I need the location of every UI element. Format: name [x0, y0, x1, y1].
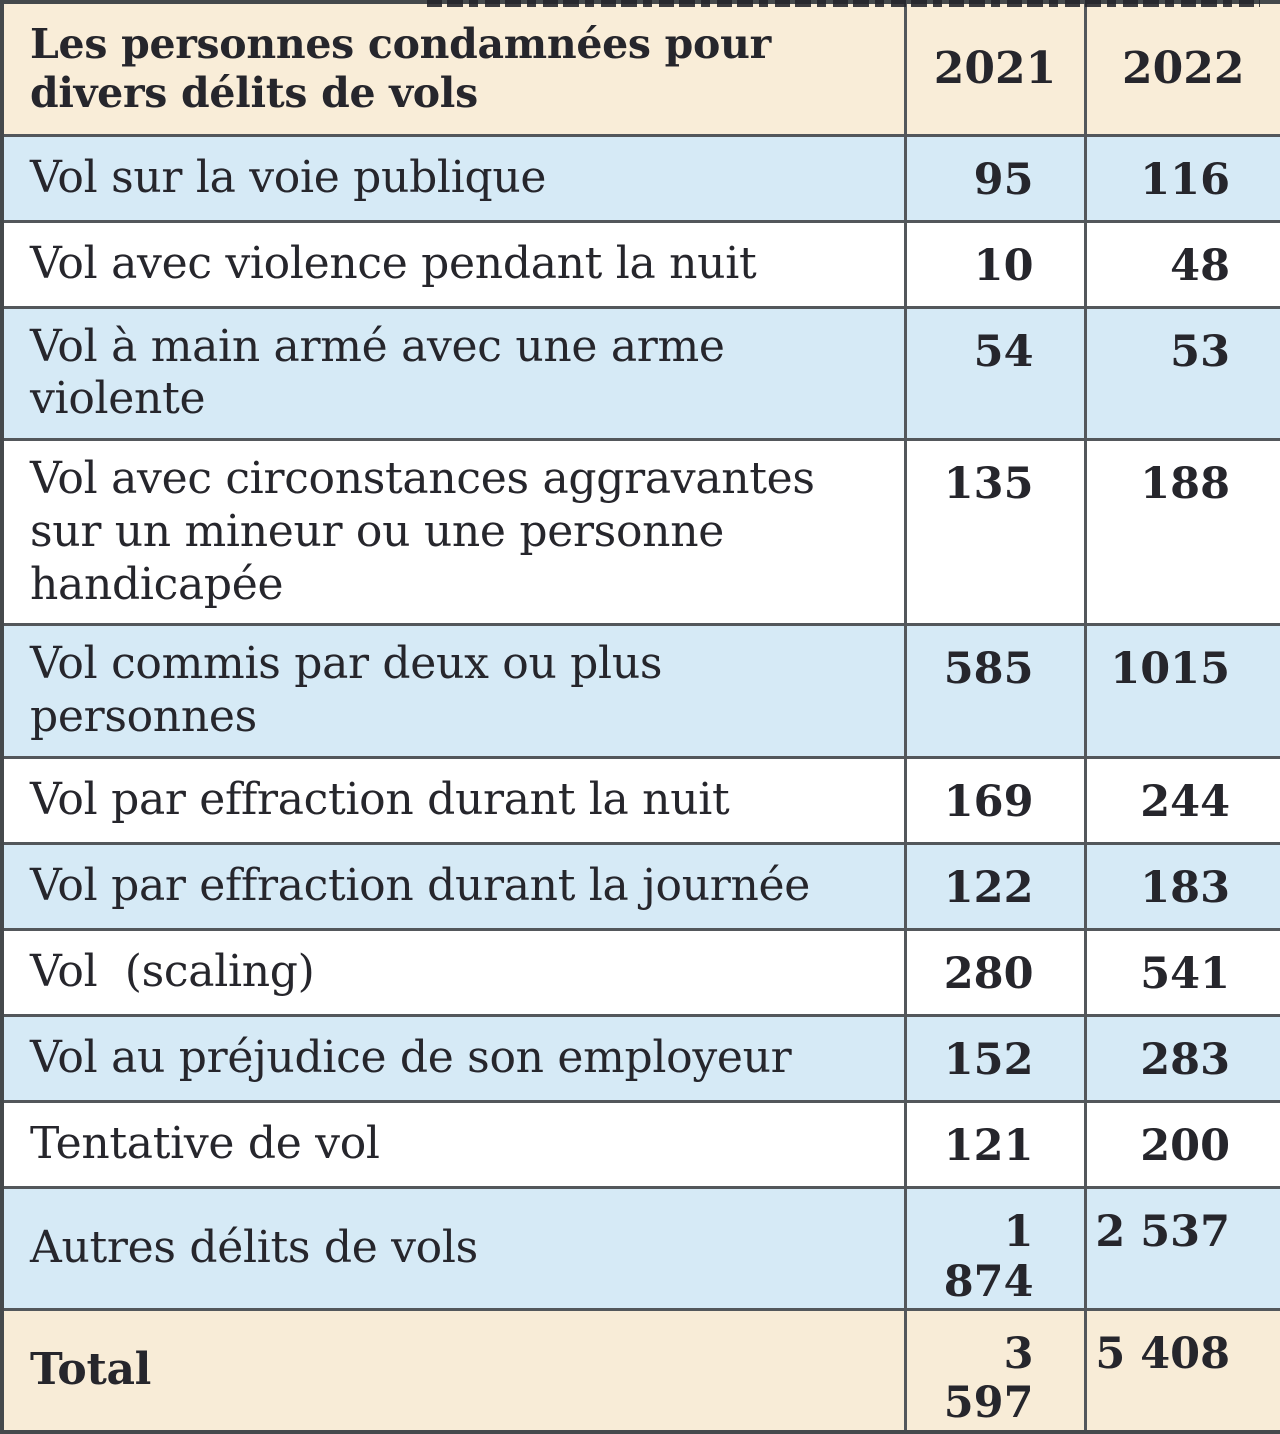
total-value-2022: 5 408	[1083, 1307, 1280, 1434]
total-value-2021: 3 597	[903, 1307, 1087, 1434]
value-2022: 2 537	[1083, 1186, 1280, 1311]
row-label: Vol avec violence pendant la nuit	[0, 219, 907, 309]
table-row: Vol commis par deux ou plus personnes 585…	[0, 623, 1280, 760]
value-2022: 116	[1083, 133, 1280, 223]
value-2022: 48	[1083, 219, 1280, 309]
table-row: Vol avec circonstances aggravantes sur u…	[0, 438, 1280, 627]
value-2022: 244	[1083, 756, 1280, 846]
table-row: Vol par effraction durant la journée 122 1…	[0, 842, 1280, 932]
row-label: Vol à main armé avec une arme violente	[0, 305, 907, 442]
value-2021: 95	[903, 133, 1087, 223]
value-2021: 122	[903, 842, 1087, 932]
table-row: Vol par effraction durant la nuit 169 244	[0, 756, 1280, 846]
value-2021: 169	[903, 756, 1087, 846]
cropped-caption-strip	[427, 0, 1260, 7]
value-2022: 183	[1083, 842, 1280, 932]
row-label: Vol par effraction durant la journée	[0, 842, 907, 932]
row-label: Vol par effraction durant la nuit	[0, 756, 907, 846]
table-row: Vol au préjudice de son employeur 152 283	[0, 1014, 1280, 1104]
value-2021: 121	[903, 1100, 1087, 1190]
table-row: Vol sur la voie publique 95 116	[0, 133, 1280, 223]
total-label: Total	[0, 1307, 907, 1434]
value-2022: 53	[1083, 305, 1280, 442]
row-label: Vol (scaling)	[0, 928, 907, 1018]
value-2022: 188	[1083, 438, 1280, 627]
table-header: Les personnes condamnées pour divers dél…	[0, 0, 1280, 137]
row-label: Vol sur la voie publique	[0, 133, 907, 223]
row-label: Vol avec circonstances aggravantes sur u…	[0, 438, 907, 627]
value-2022: 1015	[1083, 623, 1280, 760]
table-row: Vol à main armé avec une arme violente 54…	[0, 305, 1280, 442]
value-2021: 585	[903, 623, 1087, 760]
value-2021: 10	[903, 219, 1087, 309]
row-label: Vol au préjudice de son employeur	[0, 1014, 907, 1104]
table-footer: Total 3 597 5 408	[0, 1307, 1280, 1434]
value-2021: 54	[903, 305, 1087, 442]
value-2022: 200	[1083, 1100, 1280, 1190]
header-year-2021: 2021	[903, 0, 1087, 137]
value-2022: 541	[1083, 928, 1280, 1018]
row-label: Vol commis par deux ou plus personnes	[0, 623, 907, 760]
table-body: Vol sur la voie publique 95 116 Vol avec vi…	[0, 133, 1280, 1311]
row-label: Autres délits de vols	[0, 1186, 907, 1311]
value-2021: 135	[903, 438, 1087, 627]
total-row: Total 3 597 5 408	[0, 1307, 1280, 1434]
header-year-2022: 2022	[1083, 0, 1280, 137]
header-title-cell: Les personnes condamnées pour divers dél…	[0, 0, 907, 137]
value-2021: 280	[903, 928, 1087, 1018]
table-row: Vol avec violence pendant la nuit 10 48	[0, 219, 1280, 309]
table-row: Tentative de vol 121 200	[0, 1100, 1280, 1190]
value-2021: 152	[903, 1014, 1087, 1104]
table-row: Vol (scaling) 280 541	[0, 928, 1280, 1018]
row-label: Tentative de vol	[0, 1100, 907, 1190]
value-2022: 283	[1083, 1014, 1280, 1104]
table-row: Autres délits de vols 1 874 2 537	[0, 1186, 1280, 1311]
value-2021: 1 874	[903, 1186, 1087, 1311]
header-row: Les personnes condamnées pour divers dél…	[0, 0, 1280, 137]
